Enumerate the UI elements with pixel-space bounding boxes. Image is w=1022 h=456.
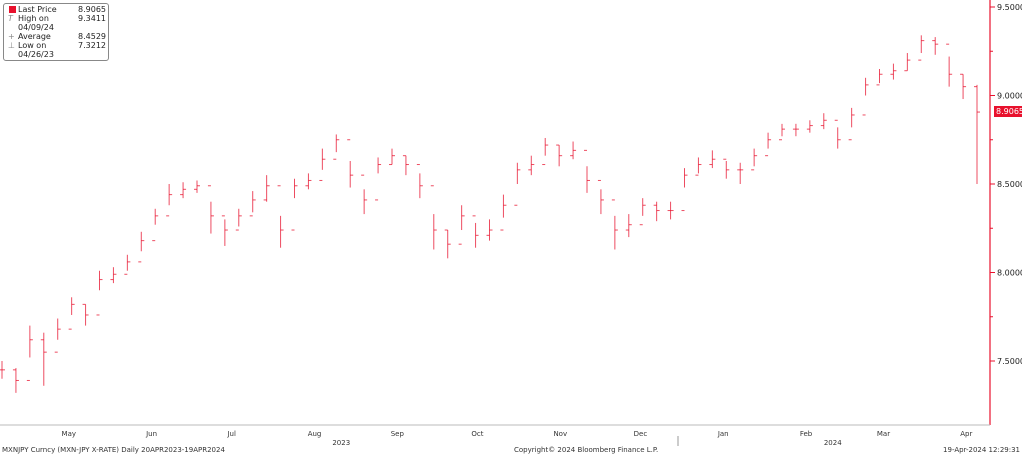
legend-label: Last Price (18, 5, 57, 14)
legend-value: 9.3411 (78, 14, 106, 23)
x-tick-label: Oct (471, 430, 483, 438)
legend-high: T High on 04/09/24 9.3411 (6, 14, 106, 32)
x-tick-label: Feb (800, 430, 813, 438)
legend: Last Price 8.9065 T High on 04/09/24 9.34… (3, 3, 109, 61)
legend-label: High on 04/09/24 (18, 14, 54, 32)
legend-label: Low on 04/26/23 (18, 41, 54, 59)
x-tick-label: Apr (960, 430, 972, 438)
x-tick-label: Jun (145, 430, 157, 438)
x-tick-label: Sep (391, 430, 405, 438)
year-label: 2024 (824, 439, 842, 447)
legend-value: 8.9065 (78, 5, 106, 14)
x-tick-label: Jan (717, 430, 729, 438)
y-tick-label: 9.0000 (997, 92, 1022, 101)
y-tick-label: 7.5000 (997, 357, 1022, 366)
x-tick-label: Mar (877, 430, 890, 438)
legend-average: + Average 8.4529 (6, 32, 106, 41)
red-swatch-icon (9, 6, 16, 13)
x-tick-label: Jul (226, 430, 236, 438)
footer-security: MXNJPY Curncy (MXN-JPY X-RATE) Daily 20A… (2, 446, 225, 454)
x-tick-label: Nov (553, 430, 567, 438)
y-tick-label: 8.5000 (997, 180, 1022, 189)
y-tick-label: 9.5000 (997, 3, 1022, 12)
y-tick-label: 8.0000 (997, 269, 1022, 278)
legend-last-price: Last Price 8.9065 (6, 5, 106, 14)
x-tick-label: Aug (308, 430, 322, 438)
legend-low: ⊥ Low on 04/26/23 7.3212 (6, 41, 106, 59)
high-marker-icon: T (8, 14, 13, 23)
x-tick-label: May (62, 430, 76, 438)
legend-value: 8.4529 (78, 32, 106, 41)
footer-copyright: Copyright© 2024 Bloomberg Finance L.P. (514, 446, 659, 454)
last-price-tag: 8.9065 (994, 106, 1022, 118)
legend-label: Average (18, 32, 51, 41)
legend-value: 7.3212 (78, 41, 106, 50)
x-tick-label: Dec (634, 430, 648, 438)
low-marker-icon: ⊥ (8, 41, 15, 50)
year-label: 2023 (332, 439, 350, 447)
average-marker-icon: + (8, 32, 15, 41)
footer-timestamp: 19-Apr-2024 12:29:31 (943, 446, 1020, 454)
